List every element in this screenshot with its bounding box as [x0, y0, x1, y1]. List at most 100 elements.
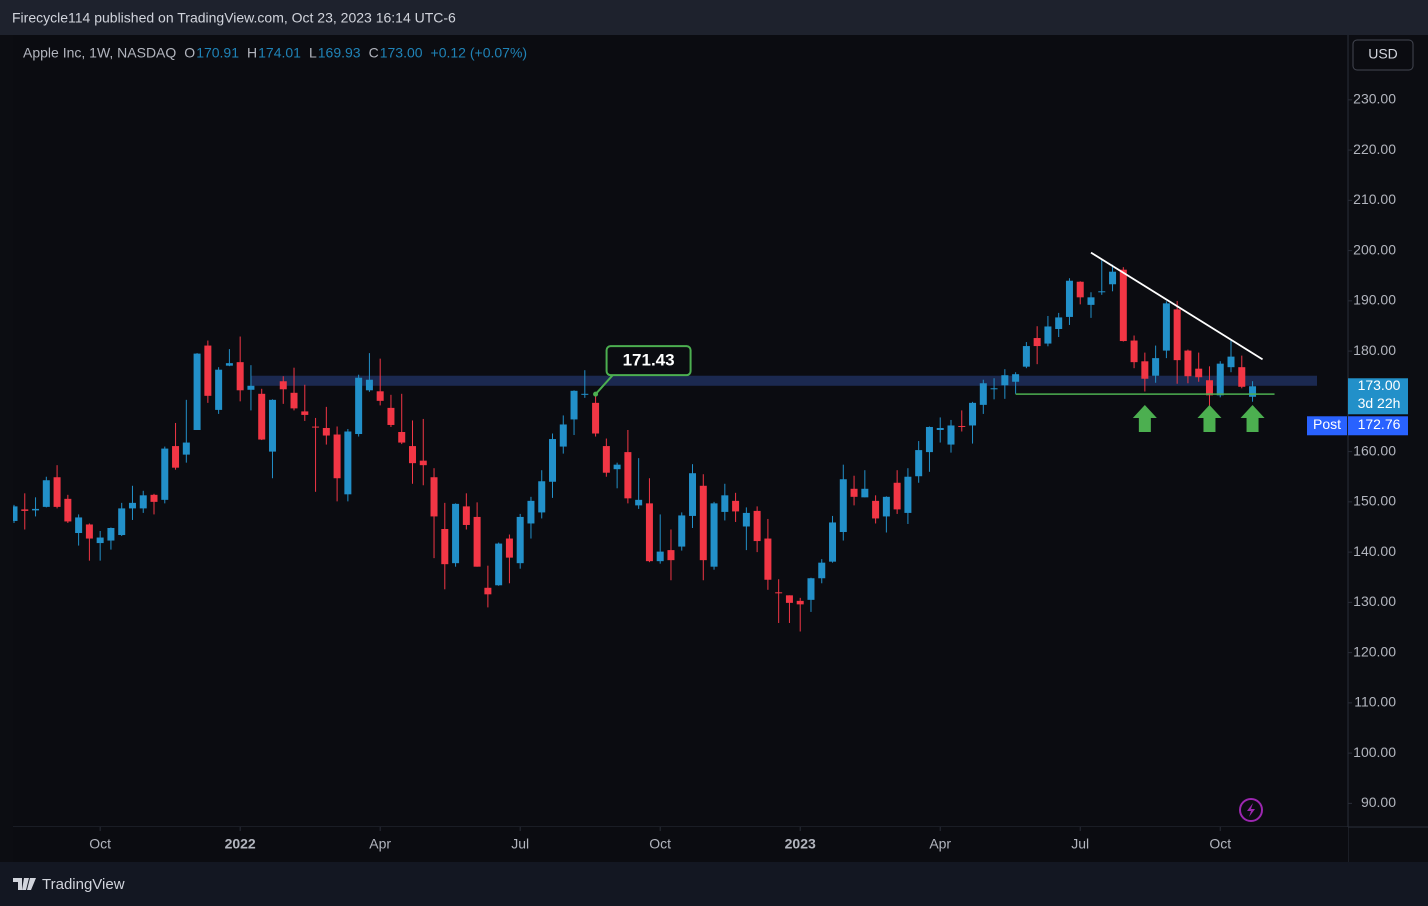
- candle-body: [484, 587, 492, 595]
- y-tick-label: 130.00: [1353, 593, 1396, 609]
- legend-value: 169.93: [318, 45, 361, 61]
- y-tick-label: 160.00: [1353, 442, 1396, 458]
- candle-body: [635, 499, 643, 506]
- candle-body: [645, 503, 653, 562]
- trend-line: [1090, 251, 1264, 361]
- candle-body: [742, 512, 750, 527]
- plot: 171.43: [13, 251, 1318, 632]
- candle-body: [915, 450, 923, 477]
- note-text: 171.43: [623, 351, 675, 370]
- footer-logo: [13, 878, 36, 890]
- candle-body: [1044, 326, 1052, 344]
- candle-body: [592, 402, 600, 434]
- candle-body: [958, 425, 966, 427]
- candle-body: [301, 411, 309, 415]
- candle-body: [689, 473, 697, 516]
- candle-body: [732, 500, 740, 512]
- candle-body: [839, 479, 847, 533]
- candle-body: [32, 508, 40, 511]
- post-tag-box: [1307, 416, 1347, 436]
- candle-body: [430, 477, 438, 517]
- candle-body: [64, 498, 72, 522]
- y-tick-label: 210.00: [1353, 191, 1396, 207]
- candle-body: [193, 353, 201, 430]
- y-tick-label: 150.00: [1353, 493, 1396, 509]
- x-tick-label: Oct: [1209, 836, 1231, 852]
- candle-body: [128, 502, 136, 509]
- candle-body: [829, 522, 837, 562]
- candle-body: [1087, 297, 1095, 305]
- candle-body: [818, 562, 826, 579]
- header-bar: [0, 0, 1428, 35]
- candle-body: [1098, 291, 1106, 293]
- candle-body: [667, 550, 675, 561]
- candle-body: [904, 476, 912, 513]
- candle-body: [96, 537, 104, 544]
- y-tick-label: 180.00: [1353, 342, 1396, 358]
- candle-body: [1055, 317, 1063, 329]
- note-pointer: [594, 373, 615, 395]
- candle-body: [1195, 368, 1203, 378]
- legend-value: +0.12 (+0.07%): [431, 45, 528, 61]
- candle-body: [721, 495, 729, 512]
- candle-body: [236, 362, 244, 391]
- note-anchor: [593, 391, 599, 397]
- legend-value: 174.01: [258, 45, 301, 61]
- candle-body: [624, 452, 632, 499]
- alert-icon[interactable]: [1239, 798, 1263, 822]
- candle-body: [387, 407, 395, 425]
- candle-body: [516, 516, 524, 564]
- x-tick-label: Apr: [369, 836, 391, 852]
- candle-body: [1065, 280, 1073, 317]
- candle-body: [258, 393, 266, 440]
- candle-body: [1205, 380, 1213, 396]
- candle-body: [85, 524, 93, 539]
- y-tick-label: 200.00: [1353, 241, 1396, 257]
- x-tick-label: Jul: [511, 836, 529, 852]
- legend-key: H: [247, 45, 257, 61]
- candle-body: [441, 528, 449, 565]
- candle-body: [613, 464, 621, 470]
- legend-key: O: [184, 45, 195, 61]
- green-arrow: [1197, 405, 1222, 432]
- currency-button[interactable]: [1352, 39, 1414, 71]
- x-tick-label: 2023: [785, 836, 816, 852]
- legend-key: L: [309, 45, 317, 61]
- candle-body: [279, 381, 287, 390]
- y-tick-label: 100.00: [1353, 744, 1396, 760]
- candle-body: [936, 427, 944, 430]
- candle-body: [764, 538, 772, 580]
- x-tick-label: Oct: [89, 836, 111, 852]
- candle-body: [602, 446, 610, 473]
- candle-body: [312, 426, 320, 428]
- candle-body: [925, 426, 933, 453]
- candle-body: [1152, 358, 1160, 376]
- candle-body: [150, 494, 158, 502]
- candle-body: [581, 393, 589, 395]
- candle-body: [505, 538, 513, 558]
- candle-body: [1012, 374, 1020, 382]
- candle-body: [344, 431, 352, 495]
- candle-body: [775, 592, 783, 594]
- post-price: 172.76: [1358, 416, 1401, 432]
- candle-body: [172, 446, 180, 468]
- candle-body: [1184, 350, 1192, 377]
- candle-body: [678, 515, 686, 547]
- candle-body: [1033, 338, 1041, 347]
- candle-body: [1130, 340, 1138, 363]
- candle-body: [408, 446, 416, 464]
- candle-body: [215, 369, 223, 410]
- candle-body: [13, 506, 18, 521]
- candle-body: [785, 595, 793, 603]
- x-tick-label: Oct: [649, 836, 671, 852]
- legend-value: 170.91: [196, 45, 239, 61]
- note-box: [605, 345, 692, 377]
- candle-body: [182, 442, 190, 455]
- candle-body: [225, 363, 233, 366]
- candle-body: [139, 495, 147, 509]
- candle-body: [268, 399, 276, 452]
- candle-body: [882, 496, 890, 517]
- y-tick-label: 120.00: [1353, 643, 1396, 659]
- legend-key: C: [369, 45, 379, 61]
